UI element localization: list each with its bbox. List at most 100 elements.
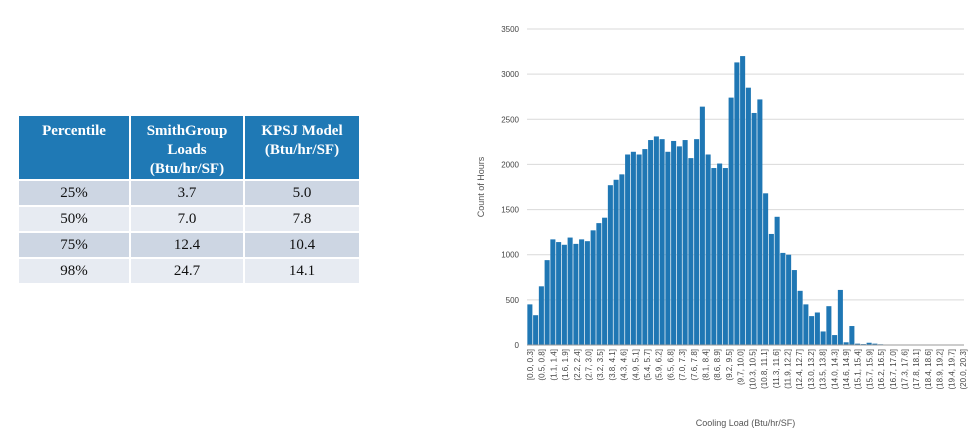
bar (625, 154, 631, 345)
bar (745, 87, 751, 345)
x-tick-label: (5.9, 6.2] (655, 349, 664, 381)
bar (872, 343, 878, 345)
x-tick-label: (9.7, 10.0] (737, 349, 746, 385)
x-tick-label: (6.5, 6.8] (666, 349, 675, 381)
x-tick-label: (7.0, 7.3] (678, 349, 687, 381)
bar (538, 286, 544, 345)
bar (786, 254, 792, 345)
header-line: SmithGroup (146, 123, 228, 139)
x-tick-label: (18.9, 19.2] (936, 349, 945, 389)
x-tick-label: [0.0, 0.3] (526, 349, 535, 380)
bar (832, 335, 838, 345)
cell-percentile: 98% (19, 257, 131, 283)
header-kpsj-model: KPSJ Model (Btu/hr/SF) (245, 116, 359, 179)
header-line: KPSJ Model (261, 123, 343, 139)
x-tick-label: (20.0, 20.3] (959, 349, 968, 389)
bar (682, 140, 688, 345)
bar (843, 342, 849, 345)
bar (797, 290, 803, 345)
x-tick-label: (1.6, 1.9] (561, 349, 570, 381)
bar (768, 233, 774, 345)
x-tick-label: (14.0, 14.3] (830, 349, 839, 389)
x-tick-label: (7.6, 7.8] (690, 349, 699, 381)
bar (573, 243, 579, 345)
y-tick-label: 1500 (501, 206, 519, 215)
bar (699, 106, 705, 345)
x-tick-label: (0.5, 0.8] (538, 349, 547, 381)
x-tick-label: (16.7, 17.0] (889, 349, 898, 389)
bar (757, 99, 763, 346)
bar (607, 185, 613, 345)
x-tick-label: (11.3, 11.6] (772, 349, 781, 388)
x-tick-label: (4.9, 5.1] (631, 349, 640, 381)
bar (567, 237, 573, 345)
header-percentile: Percentile (19, 116, 131, 179)
cell-percentile: 25% (19, 179, 131, 205)
cell-kpsj: 14.1 (245, 257, 359, 283)
bar (780, 252, 786, 345)
cell-kpsj: 5.0 (245, 179, 359, 205)
bar (688, 158, 694, 345)
x-tick-label: (4.3, 4.6] (620, 349, 629, 381)
bar (659, 139, 665, 345)
y-axis-title: Count of Hours (476, 156, 486, 217)
x-tick-label: (2.2, 2.4] (573, 349, 582, 381)
bar (837, 289, 843, 345)
bar (596, 223, 602, 345)
bar (740, 56, 746, 345)
x-tick-label: (17.3, 17.6] (900, 349, 909, 389)
bar (665, 151, 671, 345)
x-tick-label: (1.1, 1.4] (549, 349, 558, 381)
x-axis-title: Cooling Load (Btu/hr/SF) (696, 418, 796, 428)
bar (803, 304, 809, 345)
bar (590, 230, 596, 345)
bar (820, 331, 826, 345)
table-row: 75% 12.4 10.4 (19, 231, 359, 257)
cell-smithgroup: 3.7 (131, 179, 245, 205)
x-tick-label: (12.4, 12.7] (795, 349, 804, 389)
x-tick-label: (19.4, 19.7] (947, 349, 956, 389)
bar (648, 140, 654, 345)
bar (619, 174, 625, 345)
x-tick-label: (13.5, 13.8] (819, 349, 828, 389)
header-line: Loads (167, 142, 207, 158)
table-row: 25% 3.7 5.0 (19, 179, 359, 205)
x-tick-label: (10.3, 10.5] (748, 349, 757, 389)
bar (527, 304, 533, 345)
x-tick-label: (9.2, 9.5] (725, 349, 734, 381)
x-tick-label: (14.6, 14.9] (842, 349, 851, 389)
bar (763, 193, 769, 345)
cell-percentile: 75% (19, 231, 131, 257)
x-tick-label: (15.7, 15.9] (865, 349, 874, 389)
table-header-row: Percentile SmithGroup Loads (Btu/hr/SF) … (19, 116, 359, 179)
bar (728, 97, 734, 345)
x-tick-label: (10.8, 11.1] (760, 349, 769, 389)
bar (711, 168, 717, 345)
bar (734, 62, 740, 346)
cell-smithgroup: 12.4 (131, 231, 245, 257)
bar (556, 242, 562, 345)
x-tick-label: (2.7, 3.0] (585, 349, 594, 381)
x-tick-label: (3.8, 4.1] (608, 349, 617, 381)
x-tick-label: (18.4, 18.6] (924, 349, 933, 389)
cell-smithgroup: 24.7 (131, 257, 245, 283)
header-line: (Btu/hr/SF) (264, 142, 340, 158)
bar (671, 140, 677, 345)
y-tick-label: 3500 (501, 25, 519, 34)
bar (826, 306, 832, 345)
bar (602, 217, 608, 345)
y-tick-label: 3000 (501, 70, 519, 79)
bar (717, 163, 723, 345)
header-smithgroup-loads: SmithGroup Loads (Btu/hr/SF) (131, 116, 245, 179)
bar (705, 154, 711, 345)
cooling-load-histogram: 0 500 1000 1500 2000 2500 3000 3500 [0.0, 0.3] (0… (476, 25, 968, 428)
table-row: 98% 24.7 14.1 (19, 257, 359, 283)
bar (722, 168, 728, 345)
bar (550, 239, 556, 345)
y-tick-label: 2500 (501, 115, 519, 124)
bar (791, 270, 797, 345)
percentile-table: Percentile SmithGroup Loads (Btu/hr/SF) … (19, 116, 359, 283)
header-line: (Btu/hr/SF) (149, 161, 225, 177)
x-tick-label: (8.6, 8.9] (713, 349, 722, 381)
bar (544, 260, 550, 345)
